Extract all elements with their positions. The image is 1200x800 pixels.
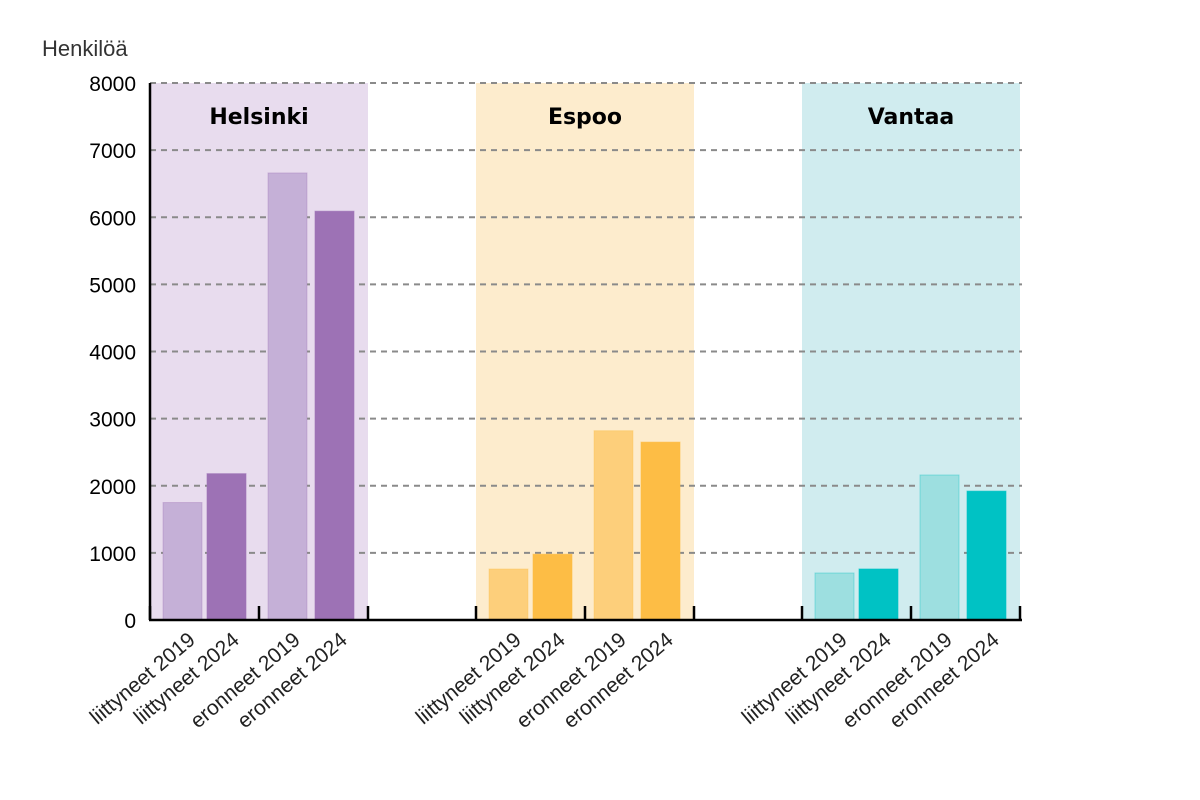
- bar-helsinki-eronneet-2024: [314, 210, 355, 621]
- y-tick-label: 4000: [89, 342, 136, 365]
- bar-espoo-eronneet-2024: [640, 441, 681, 621]
- group-label-espoo: Espoo: [548, 105, 622, 130]
- bar-helsinki-liittyneet-2024: [206, 473, 247, 621]
- y-tick-label: 8000: [89, 73, 136, 96]
- bar-vantaa-liittyneet-2024: [858, 568, 899, 621]
- y-tick-label: 7000: [89, 140, 136, 163]
- y-tick-label: 6000: [89, 207, 136, 230]
- y-axis-title: Henkilöä: [42, 36, 128, 61]
- y-tick-label: 3000: [89, 409, 136, 432]
- y-tick-label: 5000: [89, 274, 136, 297]
- y-tick-label: 1000: [89, 543, 136, 566]
- bar-espoo-liittyneet-2019: [488, 568, 529, 621]
- y-tick-label: 0: [124, 610, 136, 633]
- bar-helsinki-eronneet-2019: [267, 172, 308, 621]
- bar-vantaa-eronneet-2019: [919, 474, 960, 621]
- bar-vantaa-liittyneet-2019: [814, 572, 855, 621]
- bar-vantaa-eronneet-2024: [966, 490, 1007, 621]
- y-tick-label: 2000: [89, 476, 136, 499]
- group-label-vantaa: Vantaa: [868, 105, 955, 130]
- bar-espoo-eronneet-2019: [593, 430, 634, 621]
- bar-espoo-liittyneet-2024: [532, 553, 573, 621]
- group-label-helsinki: Helsinki: [209, 105, 308, 130]
- bar-helsinki-liittyneet-2019: [162, 502, 203, 621]
